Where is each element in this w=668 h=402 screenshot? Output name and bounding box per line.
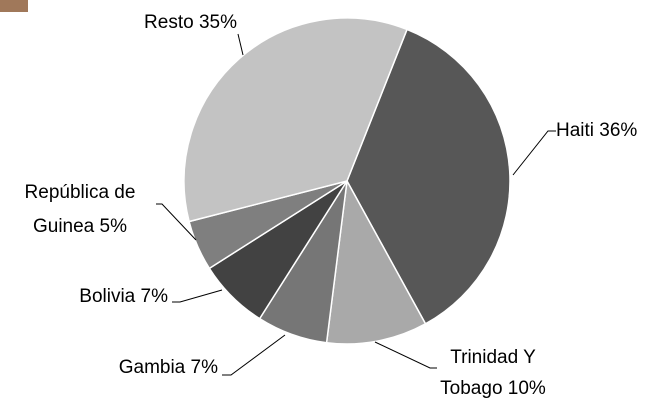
leader-line bbox=[172, 289, 223, 303]
leader-line bbox=[374, 341, 437, 369]
leader-line bbox=[237, 33, 244, 56]
pie-slice bbox=[346, 28, 511, 325]
category-label: Gambia bbox=[118, 357, 186, 378]
value-label: 35% bbox=[198, 12, 237, 33]
slice-label: Gambia 7% bbox=[78, 352, 218, 383]
leader-line bbox=[156, 203, 197, 241]
value-label: 7% bbox=[190, 357, 218, 378]
category-label: República de Guinea bbox=[24, 182, 136, 237]
pie-slice bbox=[325, 178, 427, 345]
value-label: 10% bbox=[507, 378, 546, 399]
leader-line bbox=[222, 334, 286, 376]
category-label: Bolivia bbox=[79, 286, 136, 307]
slice-label: Haiti 36% bbox=[556, 115, 666, 146]
slice-label: Trinidad Y Tobago 10% bbox=[428, 342, 558, 402]
corner-image bbox=[0, 0, 28, 12]
pie-slice bbox=[183, 17, 408, 223]
value-label: 5% bbox=[99, 216, 128, 237]
slice-label: Bolivia 7% bbox=[18, 281, 168, 312]
category-label: Resto bbox=[144, 12, 194, 33]
slice-label: República de Guinea 5% bbox=[5, 176, 155, 244]
category-label: Trinidad Y Tobago bbox=[440, 347, 536, 399]
category-label: Haiti bbox=[556, 120, 595, 141]
leader-line bbox=[512, 130, 556, 176]
value-label: 36% bbox=[599, 120, 638, 141]
value-label: 7% bbox=[140, 286, 168, 307]
slice-label: Resto 35% bbox=[107, 7, 237, 38]
